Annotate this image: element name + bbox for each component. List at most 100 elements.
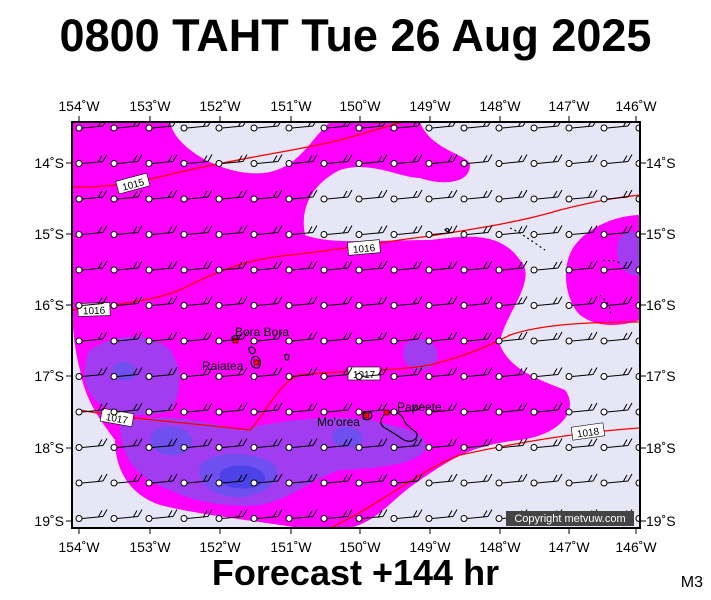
wind-barb [425,402,458,416]
wind-barb [425,509,458,522]
lat-label-right: 16˚S [646,297,676,313]
rain-heavy-center [403,338,438,371]
isobar-labels: 1015 1016 1016 1017 1017 1018 [77,172,606,441]
wind-barb [390,438,423,451]
marker-papeete [383,409,390,416]
wind-barb [530,122,561,132]
wind-barb [250,331,283,345]
wind-barb [215,509,248,522]
wind-barb [110,189,143,203]
wind-barb [600,296,633,309]
wind-barb [460,367,493,380]
wind-barb [600,122,631,132]
wind-barb [425,189,458,203]
wind-barb [355,331,388,345]
wind-barb [565,154,598,167]
lon-label-top: 152˚W [199,98,241,114]
wind-barb [495,331,528,345]
wind-barb [460,509,493,522]
wind-barb [180,225,213,238]
lon-label-top: 149˚W [409,98,451,114]
wind-barb [425,225,458,238]
lat-label-left: 18˚S [34,440,64,456]
wind-barb [600,438,633,451]
wind-barb [565,438,598,451]
label-moorea: Mo'orea [317,415,360,429]
wind-barb [355,296,388,309]
wind-barb [250,367,283,380]
wind-barb [460,122,491,132]
wind-barb [75,473,108,487]
wind-barb [250,189,283,203]
wind-barb [565,331,598,345]
lat-label-left: 16˚S [34,297,64,313]
wind-barb [460,154,493,167]
lon-label-top: 153˚W [129,98,171,114]
wind-barb [215,473,248,487]
wind-barb [600,154,633,167]
wind-barb [285,367,318,380]
lon-label-bottom: 146˚W [615,539,657,555]
wind-barb [530,225,563,238]
wind-barb [145,473,178,487]
wind-barb [320,189,353,203]
wind-barb [390,189,423,203]
forecast-label: Forecast +144 hr [211,552,500,593]
wind-barb [110,367,143,380]
map-title: 0800 TAHT Tue 26 Aug 2025 [59,10,652,61]
wind-barb [215,331,248,345]
wind-barb [145,189,178,203]
wind-barb [285,402,318,416]
island-tahaa [248,346,256,355]
wind-barb [145,438,178,451]
wind-barb [460,296,493,309]
lon-labels-top: 154˚W 153˚W 152˚W 151˚W 150˚W 149˚W 148˚… [58,98,657,114]
lat-label-right: 17˚S [646,368,676,384]
lon-label-bottom: 147˚W [548,539,590,555]
lat-label-left: 19˚S [34,513,64,529]
wind-barb [145,367,178,380]
isobar-label-1017-west: 1017 [99,407,135,428]
lon-label-top: 146˚W [615,98,657,114]
lat-label-right: 14˚S [646,155,676,171]
lat-label-left: 17˚S [34,368,64,384]
svg-text:1016: 1016 [83,306,106,318]
wind-barb [530,367,563,380]
svg-text:1017: 1017 [105,412,129,427]
wind-barb [320,509,353,522]
wind-barb [495,367,528,380]
wind-barb [425,331,458,345]
isobar-label-1016-west: 1016 [77,302,111,318]
wind-barb [530,402,563,416]
wind-barb [425,473,458,487]
wind-barb [565,122,596,132]
wind-barb [425,367,458,380]
wind-barb [600,189,633,203]
rain-area-north [72,122,170,163]
wind-barb [565,402,598,416]
wind-barb [355,402,388,416]
wind-barb [250,154,283,167]
wind-barb [530,331,563,345]
lon-label-bottom: 153˚W [129,539,171,555]
wind-barb [565,225,598,238]
wind-barb [320,473,353,487]
wind-barb [110,296,143,309]
wind-barb [110,331,143,345]
copyright-box: Copyright metvuw.com [506,511,634,526]
wind-barb [285,225,318,238]
lon-label-bottom: 149˚W [409,539,451,555]
lon-label-top: 151˚W [270,98,312,114]
wind-barb [110,438,143,451]
wind-barb [215,402,248,416]
wind-barb [355,473,388,487]
wind-barb [565,296,598,309]
wind-barb [320,225,353,238]
wind-barb [355,438,388,451]
wind-barb [460,225,493,238]
wind-barb [285,331,318,345]
lat-label-left: 15˚S [34,226,64,242]
wind-barb [390,296,423,309]
wind-barb [530,296,563,309]
